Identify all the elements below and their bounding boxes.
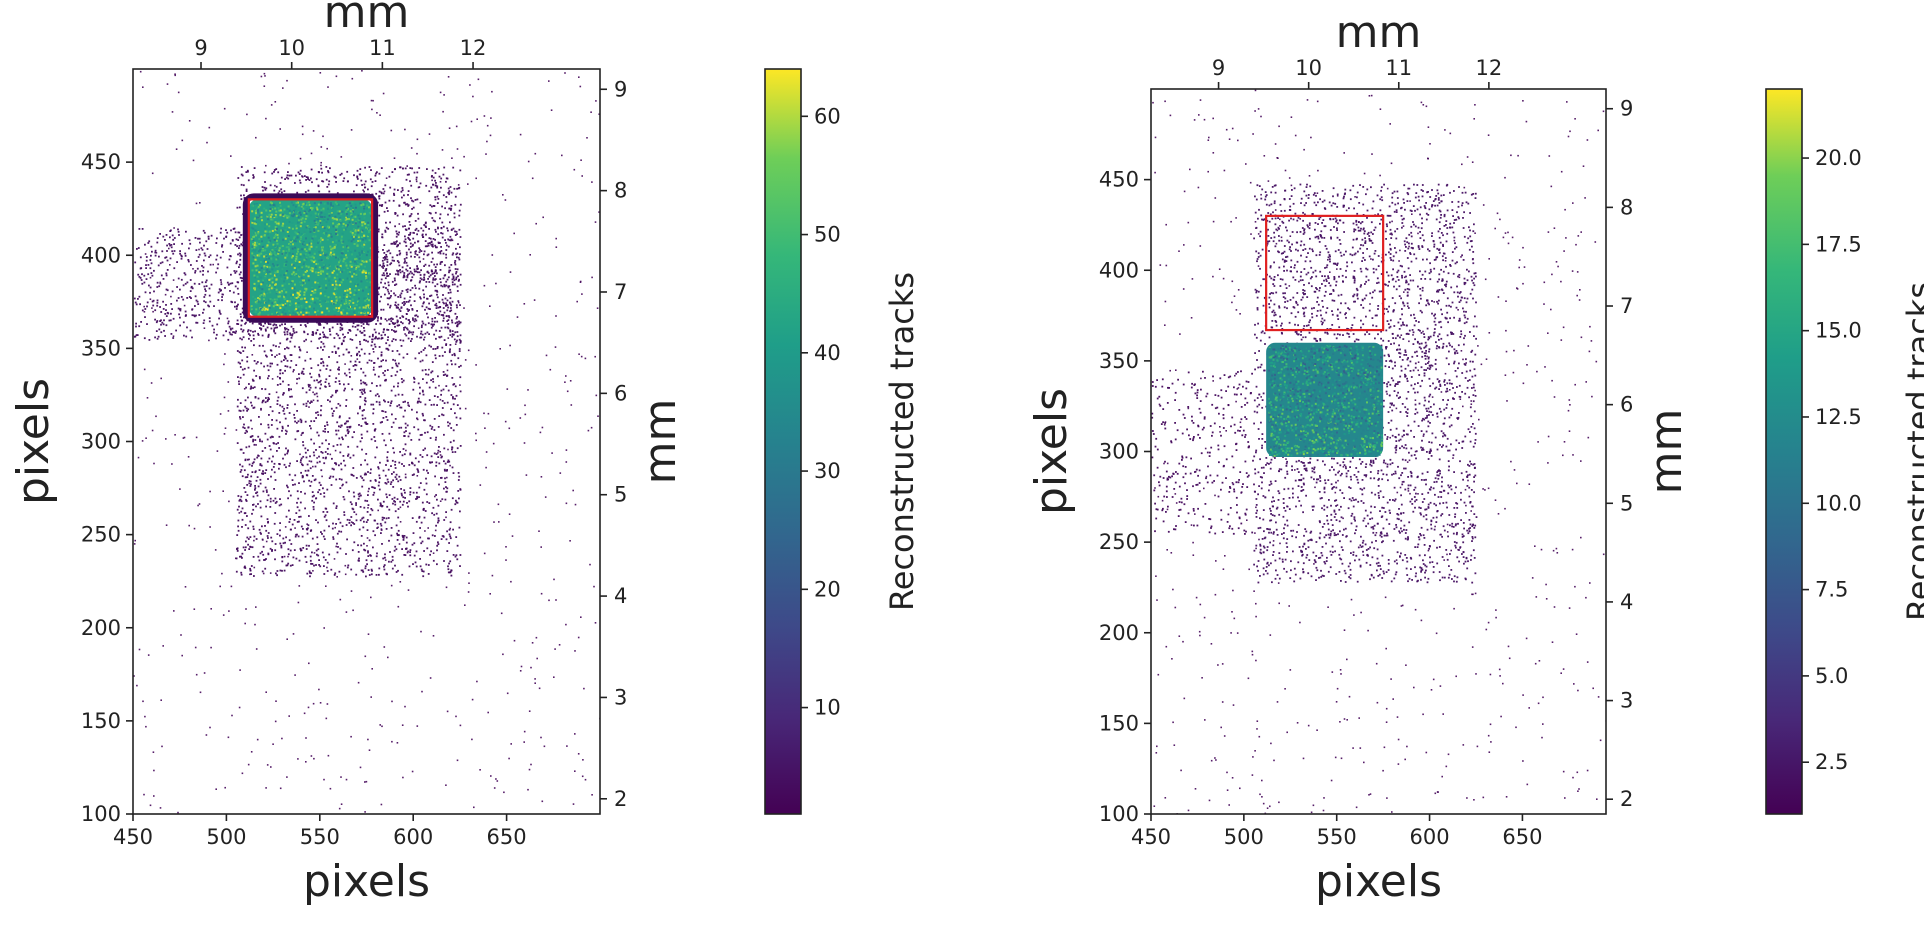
colorbar-tick-label: 40 bbox=[814, 341, 841, 365]
colorbar-tick-label: 60 bbox=[814, 104, 841, 128]
plot-area bbox=[133, 69, 600, 814]
y-tick-label: 400 bbox=[1099, 258, 1139, 282]
right-tick-label: 8 bbox=[1620, 195, 1633, 219]
right-axis-title: mm bbox=[1641, 409, 1692, 495]
y-tick-label: 400 bbox=[81, 243, 121, 267]
track-hits bbox=[133, 70, 600, 814]
top-tick-label: 10 bbox=[278, 36, 305, 60]
right-axis-title: mm bbox=[635, 399, 686, 485]
x-tick-label: 450 bbox=[1131, 825, 1171, 849]
right-tick-label: 4 bbox=[614, 584, 627, 608]
colorbar-frame bbox=[764, 68, 802, 815]
y-axis-title: pixels bbox=[1026, 388, 1077, 515]
colorbar bbox=[765, 69, 801, 814]
top-axis-title: mm bbox=[1336, 7, 1422, 58]
x-tick-label: 600 bbox=[1410, 825, 1450, 849]
right-tick-label: 7 bbox=[1620, 294, 1633, 318]
region-border bbox=[242, 193, 379, 323]
colorbar-tick-label: 15.0 bbox=[1815, 319, 1862, 343]
colorbar-tick-label: 12.5 bbox=[1815, 405, 1862, 429]
y-tick-label: 100 bbox=[81, 802, 121, 826]
right-tick-label: 5 bbox=[614, 483, 627, 507]
x-tick-label: 500 bbox=[206, 825, 246, 849]
y-tick-label: 200 bbox=[1099, 621, 1139, 645]
right-tick-label: 4 bbox=[1620, 590, 1633, 614]
y-tick-label: 150 bbox=[1099, 711, 1139, 735]
right-tick-label: 3 bbox=[1620, 689, 1633, 713]
colorbar-tick-label: 10 bbox=[814, 696, 841, 720]
right-tick-label: 2 bbox=[1620, 787, 1633, 811]
right-tick-label: 3 bbox=[614, 685, 627, 709]
y-tick-label: 450 bbox=[81, 150, 121, 174]
x-tick-label: 550 bbox=[300, 825, 340, 849]
red-selection-box bbox=[1265, 214, 1385, 332]
y-tick-label: 150 bbox=[81, 709, 121, 733]
right-tick-label: 6 bbox=[1620, 393, 1633, 417]
left-heatmap-panel: 450 500 550 600 6501001502002503003504004509… bbox=[8, 0, 921, 907]
colorbar-tick-label: 5.0 bbox=[1815, 664, 1848, 688]
colorbar-tick-label: 20.0 bbox=[1815, 146, 1862, 170]
x-tick-label: 600 bbox=[393, 825, 433, 849]
track-hits bbox=[1151, 89, 1606, 814]
right-tick-label: 9 bbox=[614, 77, 627, 101]
x-tick-label: 550 bbox=[1317, 825, 1357, 849]
colorbar-tick-label: 7.5 bbox=[1815, 578, 1848, 602]
right-heatmap-panel: 450 500 550 600 650 100 150 200 250 300 350 400 450 9… bbox=[1026, 7, 1924, 907]
right-tick-label: 5 bbox=[1620, 491, 1633, 515]
y-tick-label: 200 bbox=[81, 616, 121, 640]
x-tick-label: 450 bbox=[113, 825, 153, 849]
colorbar-tick-label: 20 bbox=[814, 577, 841, 601]
right-tick-label: 9 bbox=[1620, 97, 1633, 121]
right-tick-label: 6 bbox=[614, 381, 627, 405]
colorbar-tick-label: 2.5 bbox=[1815, 750, 1848, 774]
y-tick-label: 300 bbox=[81, 430, 121, 454]
x-tick-label: 650 bbox=[1502, 825, 1542, 849]
x-tick-label: 650 bbox=[487, 825, 527, 849]
y-tick-label: 350 bbox=[81, 336, 121, 360]
y-axis-title: pixels bbox=[8, 378, 59, 505]
colorbar-frame bbox=[1765, 88, 1803, 815]
x-axis-title: pixels bbox=[303, 856, 430, 907]
top-tick-label: 11 bbox=[369, 36, 396, 60]
y-tick-label: 250 bbox=[1099, 530, 1139, 554]
y-tick-label: 350 bbox=[1099, 349, 1139, 373]
colorbar-tick-label: 10.0 bbox=[1815, 491, 1862, 515]
colorbar-tick-label: 30 bbox=[814, 459, 841, 483]
right-tick-label: 7 bbox=[614, 280, 627, 304]
colorbar-title: Reconstructed tracks bbox=[883, 272, 921, 611]
top-tick-label: 12 bbox=[1476, 56, 1503, 80]
top-tick-label: 10 bbox=[1295, 56, 1322, 80]
x-axis-title: pixels bbox=[1315, 856, 1442, 907]
red-selection-box bbox=[247, 198, 374, 318]
top-tick-label: 9 bbox=[1212, 56, 1225, 80]
x-tick-label: 500 bbox=[1224, 825, 1264, 849]
y-tick-label: 300 bbox=[1099, 440, 1139, 464]
y-tick-label: 450 bbox=[1099, 168, 1139, 192]
right-tick-label: 8 bbox=[614, 179, 627, 203]
top-tick-label: 9 bbox=[194, 36, 207, 60]
colorbar-title: Reconstructed tracks bbox=[1900, 282, 1924, 621]
y-tick-label: 250 bbox=[81, 523, 121, 547]
right-tick-label: 2 bbox=[614, 787, 627, 811]
high-count-square bbox=[248, 199, 373, 317]
y-tick-label: 100 bbox=[1099, 802, 1139, 826]
colorbar-tick-label: 17.5 bbox=[1815, 232, 1862, 256]
colorbar-tick-label: 50 bbox=[814, 223, 841, 247]
top-tick-label: 12 bbox=[460, 36, 487, 60]
top-axis-title: mm bbox=[324, 0, 410, 38]
top-tick-label: 11 bbox=[1385, 56, 1412, 80]
colorbar bbox=[1766, 89, 1802, 814]
